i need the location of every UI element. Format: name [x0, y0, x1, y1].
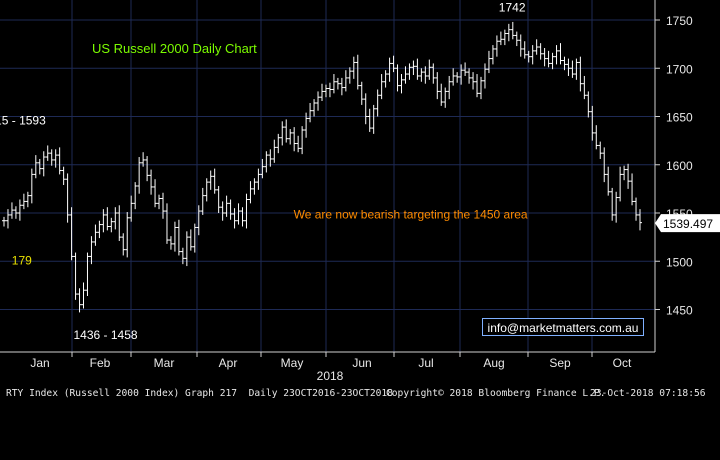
last-price-tag	[655, 214, 720, 233]
annotations: 1742 1615 - 1593 1436 - 1458 179 We are now …	[0, 1, 528, 342]
x-tick-label: Oct	[613, 356, 632, 370]
x-tick-label: May	[281, 356, 304, 370]
footer-series-info: RTY Index (Russell 2000 Index) Graph 217…	[6, 388, 393, 399]
y-tick-label: 1750	[666, 14, 693, 28]
x-tick-label: Jul	[418, 356, 433, 370]
x-tick-label: Aug	[483, 356, 504, 370]
price-bars	[2, 21, 642, 313]
annotation-label: 179	[12, 253, 32, 267]
x-axis: Jan Feb Mar Apr May Jun Jul Aug Sep Oct	[30, 352, 632, 370]
y-tick-label: 1700	[666, 62, 693, 76]
annotation-label: 1615 - 1593	[0, 113, 46, 127]
x-axis-year-label: 2018	[317, 369, 344, 383]
x-tick-label: Jun	[352, 356, 371, 370]
y-tick-label: 1500	[666, 255, 693, 269]
annotation-label: We are now bearish targeting the 1450 ar…	[294, 207, 528, 221]
chart-title: US Russell 2000 Daily Chart	[92, 41, 257, 56]
grid	[0, 0, 656, 353]
footer-bar: RTY Index (Russell 2000 Index) Graph 217…	[0, 384, 720, 403]
last-price-label: 1539.497	[663, 217, 713, 231]
x-tick-label: Feb	[90, 356, 111, 370]
contact-email-box: info@marketmatters.com.au	[482, 318, 644, 336]
footer-timestamp: 23-Oct-2018 07:18:56	[590, 388, 706, 399]
y-tick-label: 1600	[666, 159, 693, 173]
annotation-label: 1436 - 1458	[74, 328, 138, 342]
x-tick-label: Sep	[549, 356, 571, 370]
y-tick-label: 1650	[666, 111, 693, 125]
y-tick-label: 1450	[666, 304, 693, 318]
annotation-label: 1742	[499, 1, 526, 15]
x-tick-label: Jan	[30, 356, 49, 370]
x-tick-label: Mar	[154, 356, 175, 370]
x-tick-label: Apr	[219, 356, 238, 370]
footer-copyright: Copyright© 2018 Bloomberg Finance L.P.	[386, 388, 606, 399]
